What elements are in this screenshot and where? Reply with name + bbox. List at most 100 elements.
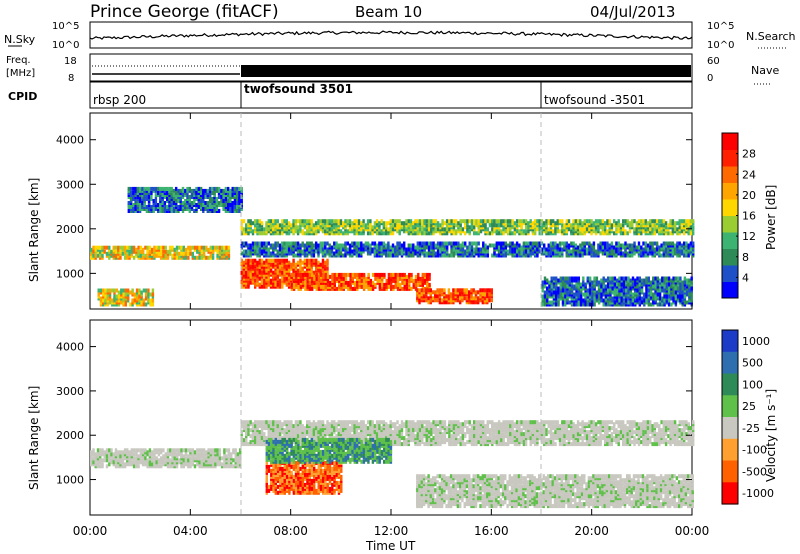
power-cell [258,231,261,236]
velocity-cell [103,450,106,455]
power-cell [351,249,354,254]
power-cell [613,219,616,224]
power-cell [335,241,338,246]
power-cell [213,186,216,191]
power-cell [92,245,95,250]
power-cell [187,247,190,252]
power-cell [559,292,562,297]
power-cell [154,197,158,201]
power-cell [414,251,417,256]
power-cell [140,290,143,295]
power-cell [549,223,553,228]
power-cell [321,241,325,246]
power-cell [164,249,167,254]
velocity-cell [178,458,181,463]
power-cell [414,223,417,228]
power-cell [403,221,406,226]
power-cell [511,219,514,224]
power-cell [154,201,158,205]
power-cell [134,186,137,191]
power-cell [297,278,300,283]
power-cell [360,223,363,228]
velocity-cell [92,448,95,453]
power-cell [540,219,544,224]
power-cell [172,207,176,211]
power-cell [296,241,300,246]
power-cell [484,223,487,228]
velocity-cell [164,460,167,465]
power-cell [616,288,619,293]
power-cell [655,241,659,246]
power-cell [655,223,659,228]
power-cell [247,270,250,275]
power-cell [432,219,435,224]
power-cell [670,284,673,289]
power-cell [450,241,453,246]
power-cell [152,199,155,203]
power-cell [145,186,149,191]
power-cell [159,195,162,199]
power-cell [633,227,636,232]
power-cell [360,231,363,236]
power-cell [430,227,433,232]
power-cell [127,209,130,213]
power-cell [418,223,422,228]
power-cell [481,292,484,297]
power-cell [134,191,137,195]
power-cell [538,223,541,228]
power-cell [274,227,277,232]
power-cell [585,223,589,228]
power-cell [652,276,655,281]
power-cell [276,249,279,254]
power-cell [549,219,553,224]
power-cell [310,258,313,263]
power-cell [513,247,517,252]
velocity-cell [112,456,115,461]
power-cell [627,282,630,287]
power-cell [144,302,148,307]
power-cell [477,241,480,246]
power-cell [240,199,243,203]
power-cell [490,288,493,293]
power-cell [425,251,428,256]
power-cell [285,241,288,246]
power-cell [546,286,549,291]
power-cell [602,288,605,293]
power-cell [636,288,639,293]
power-cell [240,284,243,289]
power-cell [427,296,430,301]
power-cell [620,288,623,293]
power-cell [144,296,148,301]
velocity-cell [90,456,93,461]
power-cell [622,251,625,256]
power-cell [326,274,330,279]
power-cell [306,241,309,246]
power-cell [610,223,614,228]
power-cell [488,298,491,303]
power-cell [215,186,219,191]
power-cell [168,207,171,211]
power-cell [436,223,440,228]
power-cell [628,247,632,252]
velocity-cell [173,448,176,453]
power-cell [443,253,447,258]
power-cell [394,245,397,250]
velocity-cell [162,448,165,453]
power-cell [106,294,109,299]
power-cell [127,186,130,191]
power-cell [647,302,650,307]
power-cell [222,199,225,203]
power-cell [366,241,370,246]
velocity-cell [135,448,138,453]
power-cell [559,276,562,281]
power-cell [436,251,440,256]
power-cell [631,276,635,281]
power-ytick-label: 3000 [56,178,84,191]
power-cell [331,272,334,277]
power-cell [339,223,343,228]
power-cell [651,241,654,246]
power-cell [292,247,295,252]
power-cell [418,241,422,246]
power-cell [405,278,409,283]
